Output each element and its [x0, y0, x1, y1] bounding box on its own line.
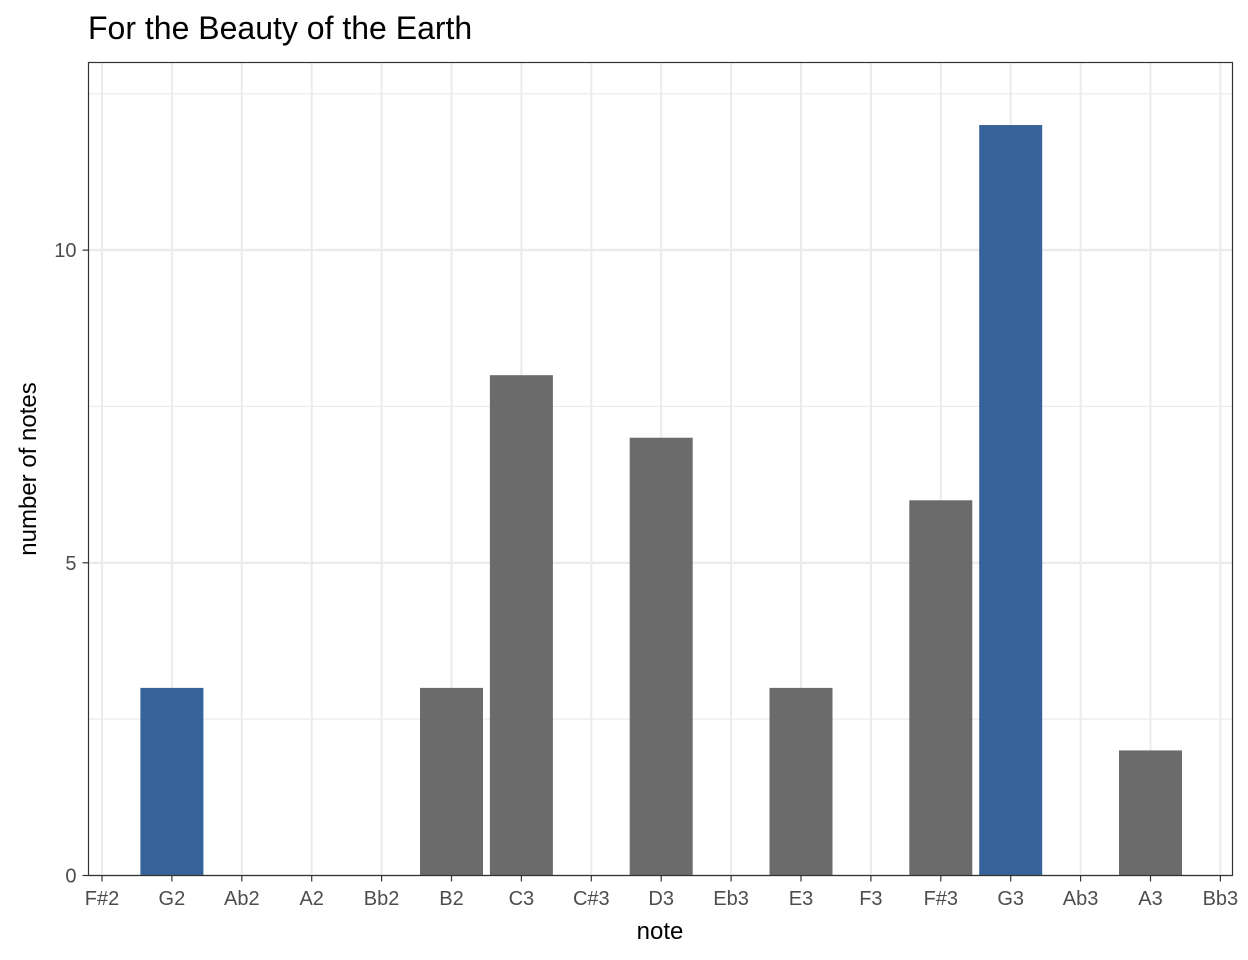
x-tick-label: F#2	[85, 888, 119, 910]
x-tick-label: D3	[648, 888, 674, 910]
bar-E3	[769, 687, 833, 876]
x-tick-label: F#3	[924, 888, 958, 910]
bar-A3	[1119, 750, 1182, 876]
bar-G3	[979, 125, 1043, 876]
y-tick-label: 0	[65, 866, 76, 888]
chart-title: For the Beauty of the Earth	[88, 10, 472, 46]
bar-G2	[140, 687, 204, 876]
x-tick-label: C3	[509, 888, 535, 910]
bar-F#3	[909, 500, 973, 876]
bar-D3	[629, 437, 693, 876]
x-tick-label: A3	[1138, 888, 1162, 910]
x-tick-label: A2	[299, 888, 323, 910]
bar-B2	[420, 687, 483, 876]
x-tick-label: Bb3	[1203, 888, 1239, 910]
bar-C3	[489, 375, 553, 876]
x-tick-label: G3	[997, 888, 1024, 910]
x-tick-label: Ab2	[224, 888, 260, 910]
x-tick-label: F3	[859, 888, 882, 910]
bars	[140, 125, 1182, 876]
plot-panel-border	[87, 61, 1234, 877]
x-tick-label: G2	[159, 888, 186, 910]
x-tick-label: E3	[789, 888, 813, 910]
x-tick-label: B2	[439, 888, 463, 910]
x-tick-label: Ab3	[1063, 888, 1099, 910]
x-tick-label: Eb3	[713, 888, 749, 910]
axes: F#2 G2 Ab2 A2 Bb2 B2 C3 C#3 D3 Eb3 E3 F3 F#3 G3 Ab3 A3 B…	[54, 240, 1238, 910]
y-tick-label: 5	[65, 553, 76, 575]
x-axis-title: note	[637, 918, 684, 945]
y-axis-title: number of notes	[15, 382, 42, 555]
y-tick-label: 10	[54, 240, 76, 262]
x-tick-label: Bb2	[364, 888, 400, 910]
x-tick-label: C#3	[573, 888, 610, 910]
